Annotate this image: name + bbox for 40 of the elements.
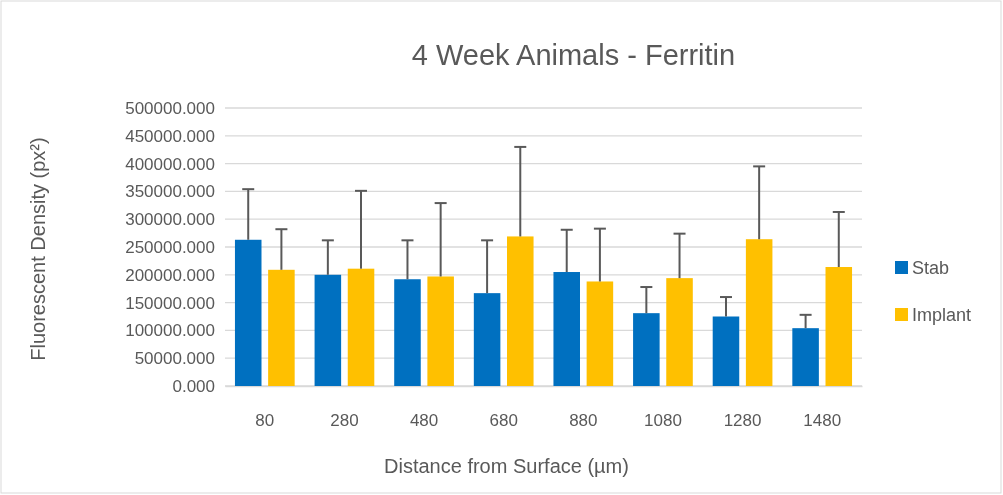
- y-tick-label: 500000.000: [125, 98, 215, 118]
- y-tick-label: 200000.000: [125, 265, 215, 285]
- bar: [234, 239, 262, 386]
- y-tick-label: 450000.000: [125, 126, 215, 146]
- y-tick-label: 400000.000: [125, 154, 215, 174]
- y-tick-label: 250000.000: [125, 237, 215, 257]
- bar: [553, 272, 580, 386]
- y-axis-title: Fluorescent Density (px²): [27, 137, 49, 361]
- x-tick-label: 1080: [644, 411, 682, 431]
- x-tick-label: 880: [569, 411, 598, 431]
- y-tick-label: 150000.000: [125, 293, 215, 313]
- bar: [268, 269, 295, 386]
- bar: [633, 313, 660, 386]
- x-tick-label: 480: [409, 411, 439, 431]
- x-tick-label: 680: [489, 411, 518, 431]
- bar: [394, 279, 421, 386]
- y-tick-label: 350000.000: [125, 182, 215, 202]
- bar: [427, 276, 454, 386]
- bar: [314, 274, 342, 386]
- y-tick-label: 100000.000: [125, 321, 215, 341]
- x-tick-label: 1280: [723, 411, 762, 431]
- y-tick-label: 50000.000: [134, 349, 215, 369]
- y-tick-label: 0.000: [172, 376, 215, 396]
- x-tick-label: 1480: [803, 411, 842, 431]
- bar: [473, 293, 501, 386]
- bar: [712, 316, 740, 386]
- bar: [825, 267, 853, 386]
- legend-label: Implant: [912, 305, 972, 325]
- chart-title: 4 Week Animals - Ferritin: [411, 39, 736, 71]
- x-tick-label: 80: [255, 411, 275, 431]
- bar: [507, 236, 534, 386]
- x-tick-label: 280: [330, 411, 359, 431]
- bar: [586, 281, 614, 386]
- bar: [745, 239, 773, 386]
- bar: [347, 268, 375, 386]
- bar: [792, 328, 819, 386]
- legend-label: Stab: [912, 258, 950, 278]
- y-tick-label: 300000.000: [125, 210, 215, 230]
- x-axis-title: Distance from Surface (µm): [384, 455, 629, 477]
- bar: [666, 278, 693, 386]
